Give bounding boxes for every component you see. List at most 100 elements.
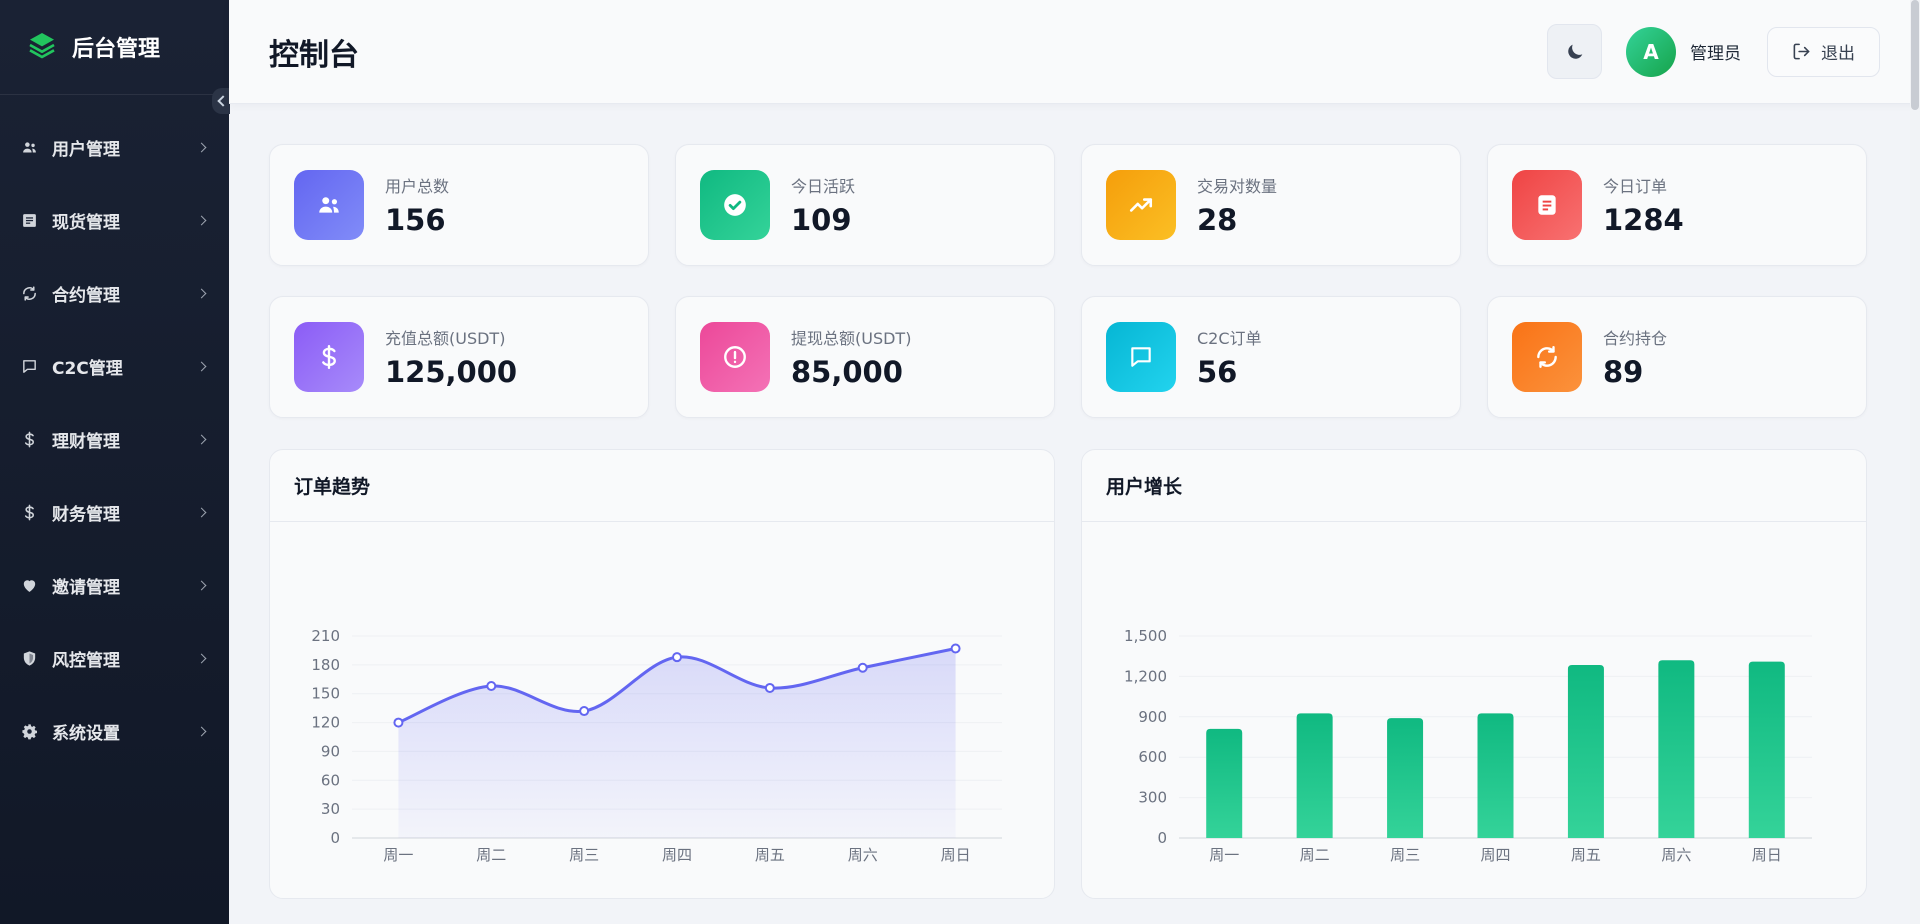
y-tick-label: 150 bbox=[311, 685, 340, 703]
data-point[interactable] bbox=[393, 717, 404, 728]
y-tick-label: 90 bbox=[321, 742, 340, 760]
layers-icon bbox=[26, 29, 58, 65]
stat-value: 28 bbox=[1197, 203, 1238, 237]
stat-card: 用户总数 156 bbox=[269, 144, 649, 266]
stat-value: 125,000 bbox=[385, 355, 518, 389]
user-name[interactable]: 管理员 bbox=[1690, 44, 1741, 64]
chevron-right-icon bbox=[196, 726, 207, 737]
sidebar-item-label: 理财管理 bbox=[52, 432, 120, 452]
sidebar-item[interactable]: C2C管理 bbox=[0, 330, 229, 403]
stat-card: 今日活跃 109 bbox=[675, 144, 1055, 266]
stat-text: 今日活跃 109 bbox=[791, 173, 855, 237]
chevron-left-icon bbox=[216, 95, 229, 107]
logout-button[interactable]: 退出 bbox=[1767, 26, 1880, 77]
y-tick-label: 0 bbox=[330, 829, 340, 847]
x-tick-label: 周三 bbox=[1390, 846, 1420, 864]
bar[interactable] bbox=[1296, 713, 1333, 838]
brand-name: 后台管理 bbox=[72, 37, 161, 62]
stat-text: C2C订单 56 bbox=[1197, 325, 1262, 389]
sidebar-item[interactable]: 邀请管理 bbox=[0, 549, 229, 622]
stats-grid: 用户总数 156 今日活跃 109 交易对数量 28 今日订单 1284 充值总额(USDT) 1… bbox=[269, 144, 1880, 418]
bar[interactable] bbox=[1748, 661, 1785, 838]
sidebar-item[interactable]: 财务管理 bbox=[0, 476, 229, 549]
alert-circle-icon bbox=[700, 322, 770, 392]
chart-title: 用户增长 bbox=[1082, 450, 1866, 522]
stat-value: 109 bbox=[791, 203, 852, 237]
data-point[interactable] bbox=[764, 682, 775, 693]
dashboard-content: 用户总数 156 今日活跃 109 交易对数量 28 今日订单 1284 充值总额(USDT) 1… bbox=[229, 104, 1920, 899]
y-tick-label: 0 bbox=[1157, 829, 1167, 847]
sidebar-item[interactable]: 系统设置 bbox=[0, 695, 229, 768]
bar[interactable] bbox=[1567, 664, 1604, 838]
chart-title: 订单趋势 bbox=[270, 450, 1054, 522]
x-tick-label: 周日 bbox=[1752, 846, 1782, 864]
data-point[interactable] bbox=[672, 652, 682, 663]
stat-label: 充值总额(USDT) bbox=[385, 329, 506, 348]
y-tick-label: 300 bbox=[1138, 789, 1167, 807]
stat-card: 充值总额(USDT) 125,000 bbox=[269, 296, 649, 418]
chevron-right-icon bbox=[196, 653, 207, 664]
dollar-icon bbox=[20, 431, 38, 449]
chevron-right-icon bbox=[196, 434, 207, 445]
stat-label: 合约持仓 bbox=[1603, 329, 1668, 348]
users-icon bbox=[294, 170, 364, 240]
stat-text: 用户总数 156 bbox=[385, 173, 449, 237]
x-tick-label: 周二 bbox=[1300, 846, 1330, 864]
y-tick-label: 120 bbox=[311, 714, 340, 732]
theme-toggle-button[interactable] bbox=[1547, 24, 1602, 79]
data-point[interactable] bbox=[486, 681, 497, 692]
sidebar-item-label: 风控管理 bbox=[52, 651, 120, 671]
sidebar-item-label: 财务管理 bbox=[52, 505, 120, 525]
bar[interactable] bbox=[1658, 660, 1695, 838]
sidebar-item[interactable]: 风控管理 bbox=[0, 622, 229, 695]
stat-label: 交易对数量 bbox=[1197, 177, 1278, 196]
sidebar-item[interactable]: 现货管理 bbox=[0, 184, 229, 257]
stat-label: C2C订单 bbox=[1197, 329, 1262, 348]
x-tick-label: 周四 bbox=[1480, 846, 1510, 864]
bar[interactable] bbox=[1387, 718, 1424, 838]
main: 控制台 A 管理员 退出 用户总数 156 今日活跃 109 交易对数量 28 今日订单 12… bbox=[229, 0, 1920, 924]
message-icon bbox=[1106, 322, 1176, 392]
avatar[interactable]: A bbox=[1626, 26, 1676, 77]
sidebar-item[interactable]: 理财管理 bbox=[0, 403, 229, 476]
heart-icon bbox=[20, 577, 38, 595]
bar[interactable] bbox=[1206, 728, 1243, 838]
chevron-right-icon bbox=[196, 288, 207, 299]
stat-label: 今日活跃 bbox=[791, 177, 856, 196]
chevron-right-icon bbox=[196, 507, 207, 518]
order-trend-card: 订单趋势 0 30 60 90 120 150 180 210 周一 周二 周三 周四 周五 周六 周日 bbox=[269, 449, 1055, 899]
user-growth-card: 用户增长 0 300 600 900 1,200 1,500 周一 周二 周三 周四 周五 周六 周日 bbox=[1081, 449, 1867, 899]
bar[interactable] bbox=[1477, 713, 1514, 838]
bar-chart-svg: 0 300 600 900 1,200 1,500 周一 周二 周三 周四 周五 周六 周日 bbox=[1124, 627, 1812, 864]
x-tick-label: 周三 bbox=[569, 846, 599, 864]
sidebar-item-label: 合约管理 bbox=[52, 286, 120, 306]
refresh-icon bbox=[20, 285, 38, 303]
stat-label: 今日订单 bbox=[1603, 177, 1668, 196]
user-growth-chart: 0 300 600 900 1,200 1,500 周一 周二 周三 周四 周五 周六 周日 bbox=[1082, 522, 1866, 898]
x-tick-label: 周日 bbox=[941, 846, 971, 864]
scrollbar-thumb[interactable] bbox=[1911, 0, 1919, 110]
sidebar-item[interactable]: 用户管理 bbox=[0, 111, 229, 184]
shield-icon bbox=[20, 650, 38, 668]
chevron-right-icon bbox=[196, 580, 207, 591]
document-icon bbox=[1512, 170, 1582, 240]
stat-text: 充值总额(USDT) 125,000 bbox=[385, 325, 517, 389]
scrollbar[interactable] bbox=[1910, 0, 1920, 924]
sidebar-item[interactable]: 合约管理 bbox=[0, 257, 229, 330]
y-tick-label: 900 bbox=[1138, 708, 1167, 726]
sidebar-menu: 用户管理 现货管理合约管理 C2C管理理财管理财务管理邀请管理风控管理系统设置 bbox=[0, 111, 229, 768]
logout-label: 退出 bbox=[1821, 44, 1855, 64]
charts-row: 订单趋势 0 30 60 90 120 150 180 210 周一 周二 周三 周四 周五 周六 周日 用… bbox=[269, 449, 1880, 899]
brand[interactable]: 后台管理 bbox=[0, 0, 229, 95]
stat-label: 用户总数 bbox=[385, 177, 450, 196]
collapse-sidebar-button[interactable] bbox=[212, 88, 230, 114]
data-point[interactable] bbox=[579, 706, 590, 717]
y-tick-label: 60 bbox=[321, 771, 340, 789]
dollar-icon bbox=[20, 504, 38, 522]
refresh-icon bbox=[1512, 322, 1582, 392]
data-point[interactable] bbox=[857, 662, 868, 673]
x-tick-label: 周四 bbox=[662, 846, 692, 864]
line-chart-svg: 0 30 60 90 120 150 180 210 周一 周二 周三 周四 周五 周六 周日 bbox=[311, 627, 1002, 864]
sidebar: 后台管理 用户管理 现货管理合约管理 C2C管理理财管理财务管理邀请管理风控管理系统… bbox=[0, 0, 230, 924]
data-point[interactable] bbox=[950, 643, 961, 654]
